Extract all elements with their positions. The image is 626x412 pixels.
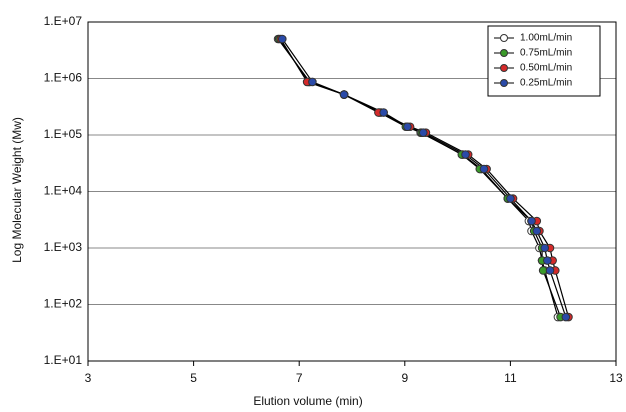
point <box>506 194 515 203</box>
point <box>543 256 552 265</box>
point <box>540 243 550 253</box>
point <box>532 226 542 236</box>
x-tick-label: 3 <box>85 371 92 385</box>
x-tick-label: 9 <box>401 371 408 385</box>
x-tick-label: 13 <box>609 371 623 385</box>
legend-marker <box>500 64 508 72</box>
legend-label: 1.00mL/min <box>520 33 572 44</box>
point <box>561 312 571 322</box>
y-tick-label: 1.E+06 <box>44 71 83 85</box>
point <box>278 34 287 44</box>
legend-marker <box>500 34 508 42</box>
x-tick-label: 11 <box>504 371 517 385</box>
legend-marker <box>500 79 508 87</box>
y-tick-label: 1.E+02 <box>44 297 83 311</box>
y-tick-label: 1.E+04 <box>44 184 83 198</box>
y-tick-label: 1.E+03 <box>44 240 83 254</box>
legend-marker <box>500 49 508 57</box>
point <box>461 150 470 159</box>
x-tick-label: 5 <box>190 371 197 385</box>
legend-label: 0.50mL/min <box>520 63 572 74</box>
point <box>379 108 388 117</box>
point <box>418 128 428 137</box>
point <box>403 122 412 132</box>
plot-frame <box>87 21 617 362</box>
legend: 1.00mL/min 0.75mL/min 0.50mL/min 0.25mL/min <box>487 25 601 97</box>
point <box>479 164 489 174</box>
y-tick-label: 1.E+07 <box>44 14 83 28</box>
x-axis-label: Elution volume (min) <box>253 394 362 408</box>
point <box>308 77 317 87</box>
legend-label: 0.75mL/min <box>520 48 572 59</box>
y-axis-label: Log Molecular Weight (Mw) <box>10 117 24 263</box>
legend-label: 0.25mL/min <box>520 78 572 89</box>
point <box>339 90 349 99</box>
point <box>527 216 536 226</box>
y-tick-label: 1.E+05 <box>44 127 83 141</box>
y-tick-label: 1.E+01 <box>44 353 83 367</box>
x-tick-label: 7 <box>296 371 303 385</box>
point <box>545 266 555 275</box>
